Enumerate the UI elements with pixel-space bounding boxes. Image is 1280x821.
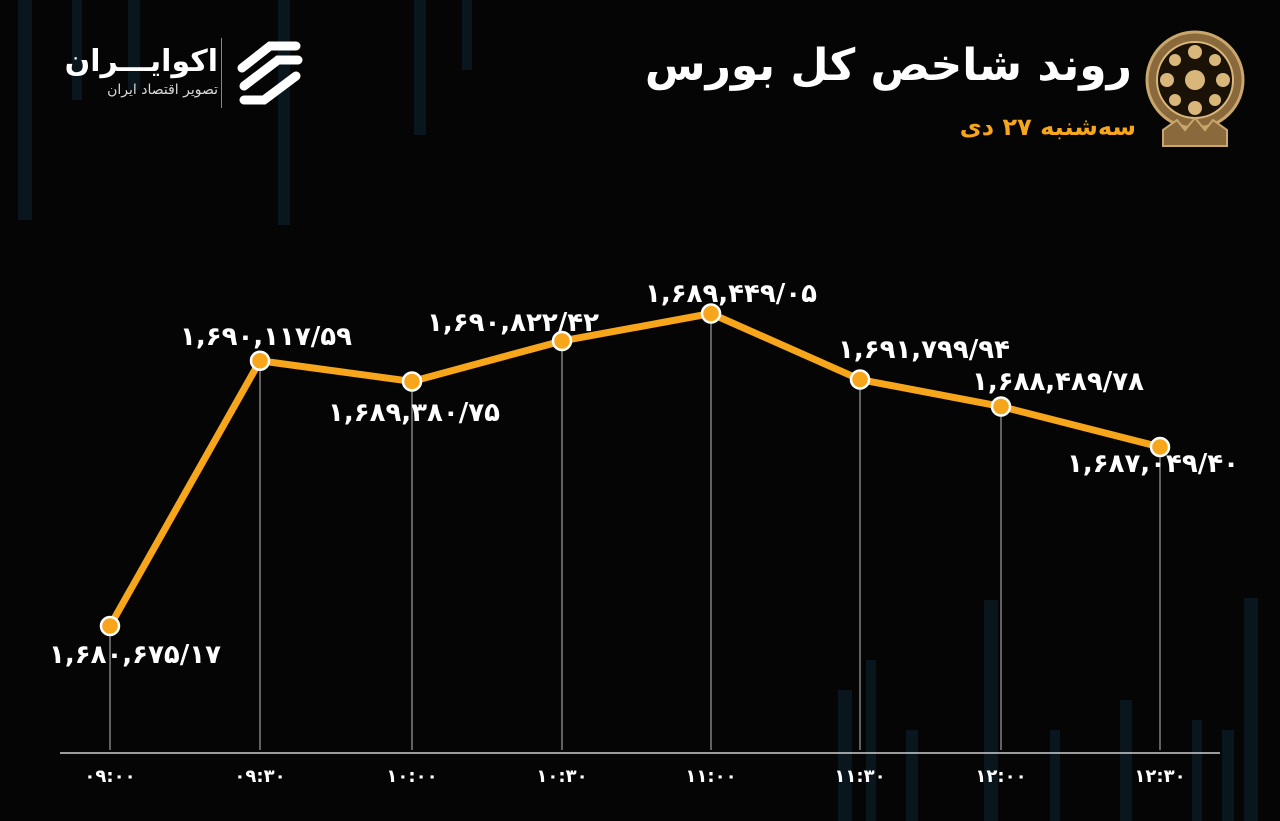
background-bar bbox=[1050, 730, 1060, 821]
brand-divider bbox=[221, 38, 222, 108]
data-label: ۱,۶۹۱,۷۹۹/۹۴ bbox=[838, 335, 1010, 365]
brand-tagline: تصویر اقتصاد ایران bbox=[107, 82, 218, 98]
data-label: ۱,۶۹۰,۱۱۷/۵۹ bbox=[180, 322, 352, 352]
background-bar bbox=[866, 660, 876, 821]
background-bar bbox=[838, 690, 852, 821]
x-tick-label: ۱۱:۰۰ bbox=[685, 766, 736, 787]
x-tick-label: ۱۱:۳۰ bbox=[834, 766, 885, 787]
background-bar bbox=[1192, 720, 1202, 821]
data-point bbox=[551, 330, 573, 352]
x-tick-label: ۰۹:۳۰ bbox=[234, 766, 285, 787]
background-bar bbox=[414, 0, 426, 135]
brand-name: اکوایـــران bbox=[64, 44, 218, 79]
data-point bbox=[249, 350, 271, 372]
data-label: ۱,۶۸۷,۰۴۹/۴۰ bbox=[1067, 449, 1239, 479]
background-bar bbox=[1120, 700, 1132, 821]
page-title: روند شاخص کل بورس bbox=[644, 40, 1132, 91]
data-point bbox=[700, 303, 722, 324]
background-bar bbox=[1222, 730, 1234, 821]
data-label: ۱,۶۸۹,۴۴۹/۰۵ bbox=[645, 279, 817, 309]
date-subtitle: سه‌شنبه ۲۷ دی bbox=[959, 113, 1136, 141]
background-bar bbox=[462, 0, 472, 70]
ekoiran-logo-icon bbox=[237, 41, 303, 105]
x-tick-labels: ۰۹:۰۰ ۰۹:۳۰ ۱۰:۰۰ ۱۰:۳۰ ۱۱:۰۰ ۱۱:۳۰ ۱۲:۰۰ ۱۲:۳۰ bbox=[84, 766, 1185, 787]
data-label: ۱,۶۸۰,۶۷۵/۱۷ bbox=[49, 640, 221, 670]
series-line bbox=[106, 310, 1164, 630]
data-point bbox=[401, 371, 423, 392]
background-bar bbox=[128, 0, 140, 90]
brand: اکوایـــران تصویر اقتصاد ایران bbox=[48, 44, 218, 100]
data-point bbox=[1149, 436, 1171, 458]
x-tick-label: ۰۹:۰۰ bbox=[84, 766, 135, 787]
background-bar bbox=[984, 600, 998, 821]
data-labels: ۱,۶۸۰,۶۷۵/۱۷ ۱,۶۹۰,۱۱۷/۵۹ ۱,۶۸۹,۳۸۰/۷۵ ۱,۶۹… bbox=[49, 279, 1239, 670]
x-tick-label: ۱۰:۳۰ bbox=[536, 766, 587, 787]
x-tick-label: ۱۲:۳۰ bbox=[1134, 766, 1185, 787]
background-bar bbox=[1244, 598, 1258, 821]
data-point bbox=[990, 396, 1012, 417]
x-tick-label: ۱۲:۰۰ bbox=[975, 766, 1026, 787]
background-bar bbox=[72, 0, 82, 100]
data-point bbox=[849, 369, 871, 390]
x-tick-label: ۱۰:۰۰ bbox=[386, 766, 437, 787]
data-point bbox=[99, 615, 121, 637]
data-label: ۱,۶۸۹,۳۸۰/۷۵ bbox=[328, 398, 500, 428]
data-label: ۱,۶۹۰,۸۲۲/۴۲ bbox=[427, 308, 599, 338]
data-label: ۱,۶۸۸,۴۸۹/۷۸ bbox=[972, 367, 1144, 397]
guide-lines bbox=[109, 313, 1161, 750]
data-points bbox=[99, 303, 1171, 637]
background-bar bbox=[18, 0, 32, 220]
bourse-emblem-icon bbox=[1145, 30, 1245, 147]
background-bar bbox=[906, 730, 918, 821]
